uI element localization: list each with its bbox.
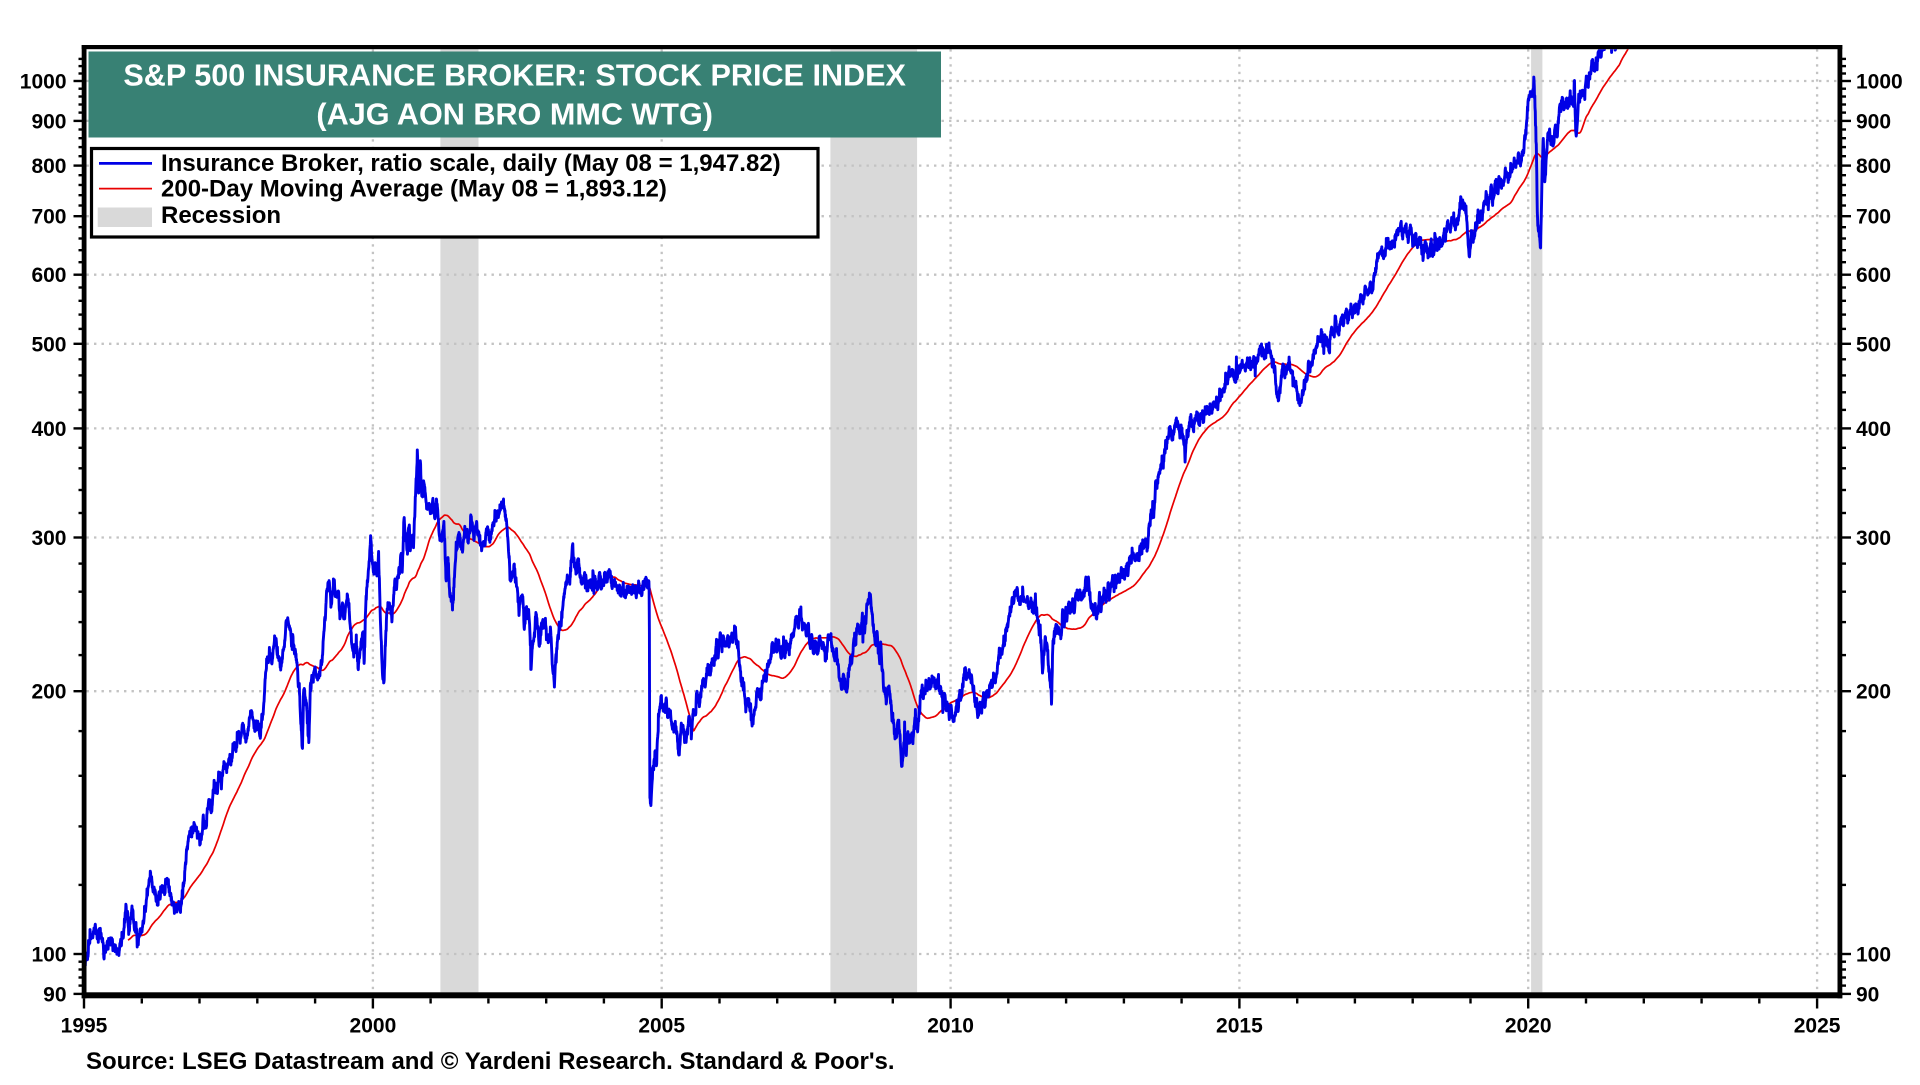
svg-text:200: 200 [31, 681, 66, 704]
svg-text:700: 700 [31, 206, 66, 229]
svg-text:800: 800 [31, 155, 66, 178]
svg-text:2010: 2010 [927, 1015, 974, 1038]
svg-text:Recession: Recession [161, 202, 281, 229]
svg-text:200-Day Moving Average (May 08: 200-Day Moving Average (May 08 = 1,893.1… [161, 176, 667, 203]
svg-text:1995: 1995 [61, 1015, 108, 1038]
svg-text:2020: 2020 [1505, 1015, 1552, 1038]
svg-text:500: 500 [31, 333, 66, 356]
svg-text:2005: 2005 [638, 1015, 685, 1038]
svg-text:700: 700 [1856, 206, 1891, 229]
svg-text:300: 300 [1856, 527, 1891, 550]
svg-text:100: 100 [1856, 944, 1891, 967]
svg-text:Insurance Broker, ratio scale,: Insurance Broker, ratio scale, daily (Ma… [161, 150, 781, 177]
svg-text:500: 500 [1856, 333, 1891, 356]
svg-text:600: 600 [31, 264, 66, 287]
svg-text:2000: 2000 [350, 1015, 397, 1038]
svg-text:400: 400 [31, 418, 66, 441]
svg-text:300: 300 [31, 527, 66, 550]
svg-text:2015: 2015 [1216, 1015, 1263, 1038]
svg-text:S&P 500 INSURANCE BROKER: STOC: S&P 500 INSURANCE BROKER: STOCK PRICE IN… [123, 59, 906, 93]
svg-text:Source: LSEG Datastream and ©: Source: LSEG Datastream and © Yardeni Re… [86, 1048, 895, 1075]
svg-text:2025: 2025 [1794, 1015, 1841, 1038]
svg-text:400: 400 [1856, 418, 1891, 441]
svg-text:1000: 1000 [20, 71, 67, 94]
svg-text:100: 100 [31, 944, 66, 967]
svg-text:1000: 1000 [1856, 71, 1903, 94]
svg-text:200: 200 [1856, 681, 1891, 704]
svg-text:90: 90 [43, 983, 66, 1006]
svg-text:90: 90 [1856, 983, 1879, 1006]
svg-text:600: 600 [1856, 264, 1891, 287]
svg-text:900: 900 [31, 110, 66, 133]
svg-text:(AJG AON BRO MMC WTG): (AJG AON BRO MMC WTG) [316, 98, 713, 132]
svg-text:800: 800 [1856, 155, 1891, 178]
svg-text:900: 900 [1856, 110, 1891, 133]
